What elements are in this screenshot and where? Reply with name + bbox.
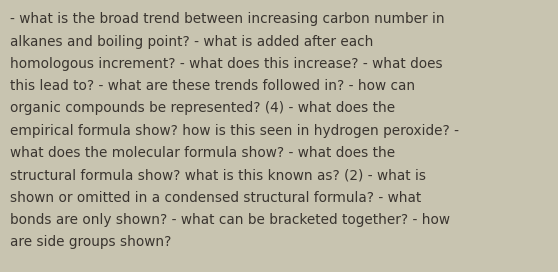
Text: alkanes and boiling point? - what is added after each: alkanes and boiling point? - what is add… xyxy=(10,35,373,48)
Text: homologous increment? - what does this increase? - what does: homologous increment? - what does this i… xyxy=(10,57,442,71)
Text: empirical formula show? how is this seen in hydrogen peroxide? -: empirical formula show? how is this seen… xyxy=(10,124,459,138)
Text: are side groups shown?: are side groups shown? xyxy=(10,235,171,249)
Text: structural formula show? what is this known as? (2) - what is: structural formula show? what is this kn… xyxy=(10,168,426,182)
Text: this lead to? - what are these trends followed in? - how can: this lead to? - what are these trends fo… xyxy=(10,79,415,93)
Text: what does the molecular formula show? - what does the: what does the molecular formula show? - … xyxy=(10,146,395,160)
Text: shown or omitted in a condensed structural formula? - what: shown or omitted in a condensed structur… xyxy=(10,191,421,205)
Text: organic compounds be represented? (4) - what does the: organic compounds be represented? (4) - … xyxy=(10,101,395,115)
Text: - what is the broad trend between increasing carbon number in: - what is the broad trend between increa… xyxy=(10,12,445,26)
Text: bonds are only shown? - what can be bracketed together? - how: bonds are only shown? - what can be brac… xyxy=(10,213,450,227)
